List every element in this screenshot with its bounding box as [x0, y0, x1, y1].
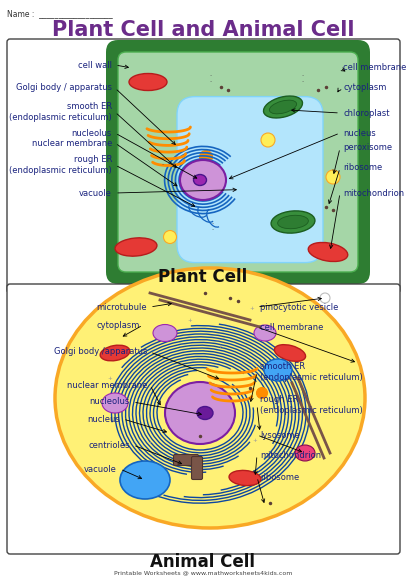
FancyBboxPatch shape	[177, 96, 323, 263]
Ellipse shape	[197, 407, 213, 419]
Ellipse shape	[153, 324, 177, 342]
FancyBboxPatch shape	[7, 39, 400, 293]
Text: rough ER
(endoplasmic reticulum): rough ER (endoplasmic reticulum)	[260, 395, 363, 415]
Text: nuclear membrane: nuclear membrane	[32, 138, 112, 148]
Ellipse shape	[254, 325, 276, 341]
Text: smooth ER
(endoplasmic reticulum): smooth ER (endoplasmic reticulum)	[9, 102, 112, 122]
Text: +: +	[249, 305, 254, 310]
Text: smooth ER
(endoplasmic reticulum): smooth ER (endoplasmic reticulum)	[260, 362, 363, 382]
Text: cell membrane: cell membrane	[343, 63, 406, 73]
Ellipse shape	[320, 293, 330, 303]
Text: Golgi body / apparatus: Golgi body / apparatus	[16, 84, 112, 92]
Text: ribosome: ribosome	[343, 163, 382, 173]
Text: nucleus: nucleus	[87, 414, 120, 424]
Ellipse shape	[263, 96, 302, 118]
Text: ··
··: ·· ··	[211, 222, 215, 233]
Text: ribosome: ribosome	[260, 473, 299, 481]
Text: peroxisome: peroxisome	[343, 144, 392, 152]
Ellipse shape	[278, 215, 309, 228]
Ellipse shape	[274, 344, 306, 361]
Text: cytoplasm: cytoplasm	[343, 84, 386, 92]
Ellipse shape	[269, 100, 297, 114]
Text: lysosome: lysosome	[260, 430, 300, 440]
Text: +: +	[107, 376, 112, 380]
Ellipse shape	[264, 359, 292, 381]
Ellipse shape	[115, 238, 157, 256]
FancyBboxPatch shape	[7, 284, 400, 554]
Ellipse shape	[100, 345, 130, 361]
Text: Golgi body /apparatus: Golgi body /apparatus	[54, 347, 147, 357]
Text: ··
··: ·· ··	[301, 74, 305, 84]
Text: Plant Cell: Plant Cell	[158, 268, 247, 286]
Text: mitochondrion: mitochondrion	[260, 451, 321, 459]
Text: nucleolus: nucleolus	[72, 129, 112, 137]
Text: chloroplast: chloroplast	[343, 108, 389, 118]
Ellipse shape	[129, 73, 167, 91]
Text: pinocytotic vesicle: pinocytotic vesicle	[260, 302, 338, 312]
Text: Plant Cell and Animal Cell: Plant Cell and Animal Cell	[52, 20, 354, 40]
FancyBboxPatch shape	[192, 456, 203, 479]
Ellipse shape	[193, 174, 206, 185]
FancyBboxPatch shape	[118, 52, 358, 272]
Ellipse shape	[164, 230, 177, 243]
Text: vacuole: vacuole	[84, 464, 117, 474]
Ellipse shape	[308, 242, 348, 261]
Ellipse shape	[326, 170, 340, 184]
Text: +: +	[218, 343, 222, 349]
Text: Animal Cell: Animal Cell	[151, 553, 256, 571]
Text: ··
··: ·· ··	[209, 74, 213, 84]
Text: Name :  ___________________: Name : ___________________	[7, 9, 113, 18]
Text: ··
··: ·· ··	[161, 156, 165, 167]
Ellipse shape	[256, 388, 267, 399]
Text: +: +	[148, 440, 152, 445]
Text: Printable Worksheets @ www.mathworksheets4kids.com: Printable Worksheets @ www.mathworksheet…	[114, 571, 292, 575]
Ellipse shape	[55, 268, 365, 528]
Text: rough ER
(endoplasmic reticulum): rough ER (endoplasmic reticulum)	[9, 155, 112, 175]
Ellipse shape	[229, 470, 261, 486]
Text: cell membrane: cell membrane	[260, 323, 324, 332]
Ellipse shape	[261, 133, 275, 147]
Text: nucleus: nucleus	[343, 129, 376, 137]
Text: cell wall: cell wall	[78, 61, 112, 69]
Text: +: +	[253, 437, 257, 443]
Text: microtubule: microtubule	[96, 302, 147, 312]
Text: +: +	[188, 317, 193, 323]
Text: cytoplasm: cytoplasm	[96, 320, 140, 329]
Ellipse shape	[102, 393, 128, 413]
Text: mitochondrion: mitochondrion	[343, 189, 404, 197]
FancyBboxPatch shape	[106, 40, 370, 284]
Ellipse shape	[199, 151, 212, 163]
FancyBboxPatch shape	[173, 455, 199, 466]
Ellipse shape	[165, 382, 235, 444]
Ellipse shape	[120, 461, 170, 499]
Text: nucleolus: nucleolus	[90, 398, 130, 407]
Ellipse shape	[295, 445, 315, 461]
Ellipse shape	[180, 160, 226, 200]
Text: centrioles: centrioles	[88, 440, 130, 449]
Ellipse shape	[271, 211, 315, 233]
Text: nuclear membrane: nuclear membrane	[67, 380, 147, 389]
Text: vacuole: vacuole	[79, 189, 112, 197]
